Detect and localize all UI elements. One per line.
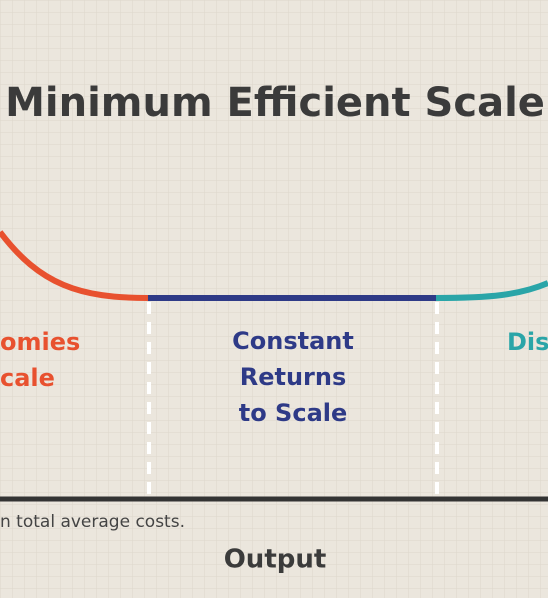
title: Minimum Efficient Scale (5, 80, 545, 126)
increasing-cost-curve (435, 280, 548, 301)
region-label: Constant (232, 327, 354, 355)
region-label: Dis (507, 328, 548, 356)
region-label: Returns (240, 363, 347, 391)
region-label: cale (0, 364, 55, 392)
footnote: n total average costs. (0, 512, 185, 532)
region-label: omies (0, 328, 80, 356)
region-label: to Scale (239, 399, 348, 427)
axis-label: Output (224, 545, 327, 575)
decreasing-cost-curve (0, 230, 149, 301)
